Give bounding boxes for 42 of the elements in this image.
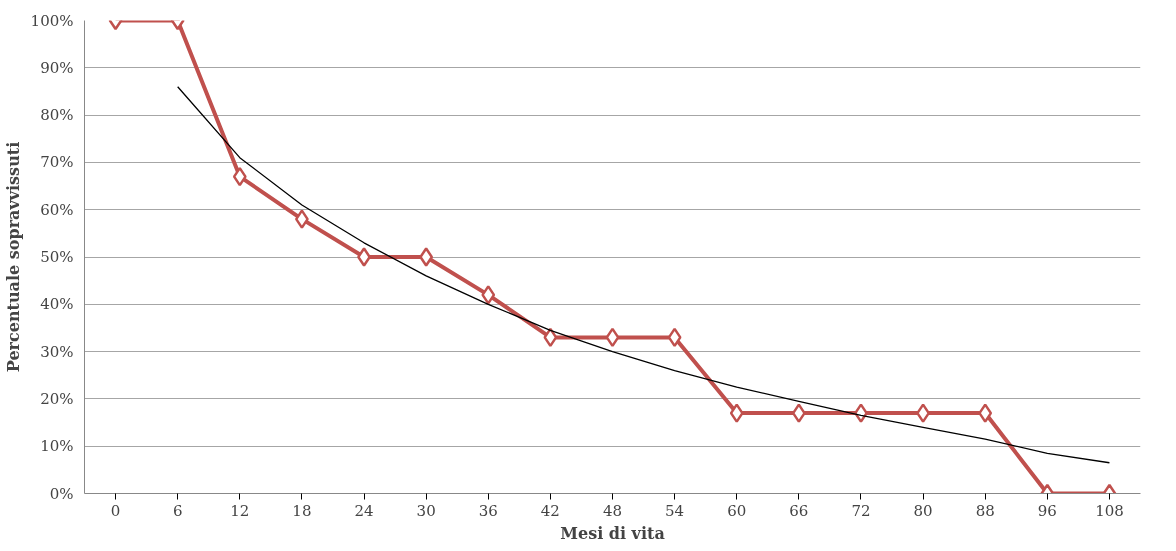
y-tick-label: 60%: [40, 200, 74, 219]
x-tick-label: 24: [354, 501, 374, 520]
point: [419, 247, 434, 267]
x-tick-label: 96: [1037, 501, 1057, 520]
y-tick-label: 10%: [40, 437, 74, 456]
y-tick-label: 0%: [49, 484, 74, 503]
point: [916, 403, 930, 423]
x-tick-label: 54: [665, 501, 685, 520]
y-tick-label: 80%: [40, 106, 74, 125]
y-tick-label: 90%: [40, 58, 74, 77]
point: [543, 327, 558, 348]
x-tick-label: 72: [851, 501, 871, 520]
y-tick-label: 20%: [40, 389, 74, 408]
x-axis-title: Mesi di vita: [560, 523, 665, 543]
point: [605, 327, 620, 348]
y-tick-label: 50%: [40, 248, 74, 266]
point: [357, 247, 371, 267]
line-series: [177, 86, 1111, 464]
y-tick-label: 30%: [40, 342, 74, 361]
x-tick-label: 0: [110, 501, 121, 520]
point: [791, 403, 806, 423]
x-tick-label: 88: [975, 501, 995, 520]
x-tick-label: 30: [416, 501, 436, 520]
point: [667, 327, 682, 348]
point: [295, 209, 309, 229]
x-tick-label: 6: [172, 501, 183, 520]
x-tick-label: 36: [478, 501, 498, 520]
y-tick-label: 40%: [40, 295, 74, 314]
x-tick-label: 80: [913, 501, 933, 520]
x-tick-label: 12: [230, 501, 250, 520]
point: [729, 403, 744, 423]
x-tick-label: 66: [789, 501, 809, 520]
x-tick-label: 108: [1095, 501, 1124, 520]
point: [481, 285, 496, 305]
y-tick-label: 70%: [40, 153, 74, 172]
y-axis-title: Percentuale sopravvissuti: [3, 141, 23, 373]
x-tick-label: 42: [540, 501, 560, 520]
x-tick-label: 48: [602, 501, 623, 520]
y-tick-label: 100%: [30, 11, 74, 30]
x-tick-label: 60: [727, 501, 747, 520]
point: [978, 403, 993, 423]
x-tick-label: 18: [292, 501, 312, 520]
